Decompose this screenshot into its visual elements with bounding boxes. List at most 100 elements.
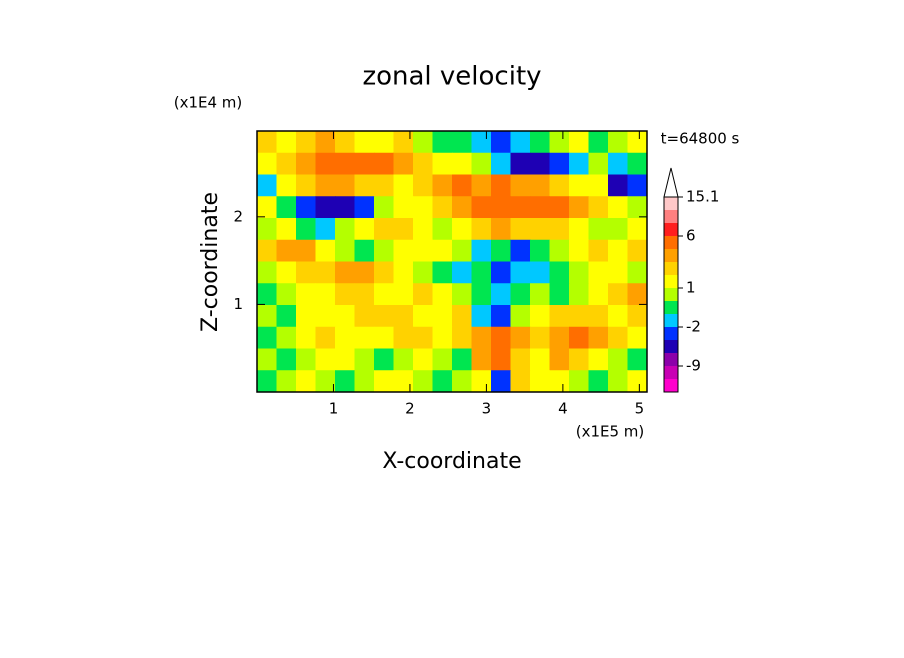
contour-cell [335, 239, 355, 262]
contour-cell [452, 370, 472, 393]
contour-cell [588, 305, 609, 328]
contour-cell [432, 305, 453, 328]
contour-cell [627, 239, 648, 262]
contour-cell [393, 174, 414, 197]
contour-cell [374, 283, 394, 306]
contour-cell [549, 196, 570, 219]
colorbar-swatch [664, 223, 678, 236]
contour-cell [452, 196, 472, 219]
y-tick-label: 2 [233, 207, 243, 225]
contour-cell [413, 152, 433, 175]
time-label: t=64800 s [661, 130, 740, 148]
contour-cell [471, 218, 492, 241]
contour-cell [491, 239, 511, 262]
contour-cell [296, 305, 316, 328]
contour-cell [413, 174, 433, 197]
contour-cell [530, 196, 550, 219]
contour-cell [452, 261, 472, 284]
contour-cell [315, 283, 336, 306]
colorbar-swatch [664, 249, 678, 262]
contour-cell [257, 326, 277, 349]
colorbar-swatch [664, 275, 678, 288]
contour-cell [354, 261, 375, 284]
contour-cell [354, 370, 375, 393]
contour-cell [491, 261, 511, 284]
colorbar-swatch [664, 340, 678, 353]
contour-cell [335, 370, 355, 393]
contour-cell [276, 283, 297, 306]
contour-cell [432, 218, 453, 241]
contour-cell [354, 326, 375, 349]
contour-cell [569, 283, 589, 306]
colorbar-label: 15.1 [686, 188, 719, 206]
contour-cell [413, 305, 433, 328]
colorbar-swatch [664, 236, 678, 249]
contour-cell [257, 174, 277, 197]
contour-cell [315, 131, 336, 154]
contour-cell [432, 326, 453, 349]
contour-cell [530, 348, 550, 371]
contour-cell [432, 370, 453, 393]
contour-cell [354, 196, 375, 219]
contour-cell [510, 131, 531, 154]
contour-cell [393, 218, 414, 241]
contour-cell [491, 152, 511, 175]
contour-cell [530, 152, 550, 175]
contour-cell [530, 305, 550, 328]
contour-cell [588, 370, 609, 393]
contour-cell [510, 218, 531, 241]
contour-cell [588, 218, 609, 241]
contour-cell [608, 152, 628, 175]
contour-cell [627, 283, 648, 306]
contour-cell [510, 152, 531, 175]
contour-cell [471, 261, 492, 284]
contour-cell [315, 261, 336, 284]
colorbar-swatch [664, 314, 678, 327]
contour-cell [569, 196, 589, 219]
colorbar-swatch [664, 379, 678, 392]
contour-cell [608, 283, 628, 306]
contour-cell [296, 196, 316, 219]
contour-cell [627, 305, 648, 328]
contour-cell [257, 348, 277, 371]
contour-cell [569, 261, 589, 284]
contour-cell [491, 305, 511, 328]
contour-cell [471, 152, 492, 175]
contour-cell [335, 196, 355, 219]
contour-cell [374, 131, 394, 154]
contour-cell [510, 305, 531, 328]
contour-cell [491, 218, 511, 241]
contour-cell [315, 326, 336, 349]
contour-cell [315, 218, 336, 241]
contour-cell [627, 196, 648, 219]
contour-cell [354, 283, 375, 306]
colorbar-label: -9 [686, 357, 701, 375]
contour-cell [374, 218, 394, 241]
contour-cell [374, 261, 394, 284]
colorbar-label: -2 [686, 318, 701, 336]
contour-cell [432, 196, 453, 219]
y-tick-label: 1 [233, 295, 243, 313]
contour-cell [276, 218, 297, 241]
contour-cell [257, 239, 277, 262]
contour-cell [471, 131, 492, 154]
contour-cell [452, 131, 472, 154]
x-axis-title: X-coordinate [382, 449, 521, 474]
colorbar-swatch [664, 301, 678, 314]
contour-cell [276, 326, 297, 349]
contour-cell [510, 196, 531, 219]
contour-cell [276, 370, 297, 393]
contour-cell [588, 131, 609, 154]
contour-cell [276, 261, 297, 284]
contour-cell [354, 305, 375, 328]
x-tick-label: 5 [635, 400, 645, 418]
contour-cell [354, 218, 375, 241]
contour-cell [452, 239, 472, 262]
contour-cell [335, 326, 355, 349]
contour-cell [393, 152, 414, 175]
colorbar-swatch [664, 197, 678, 210]
contour-cell [257, 152, 277, 175]
contour-cell [276, 239, 297, 262]
contour-cell [413, 131, 433, 154]
